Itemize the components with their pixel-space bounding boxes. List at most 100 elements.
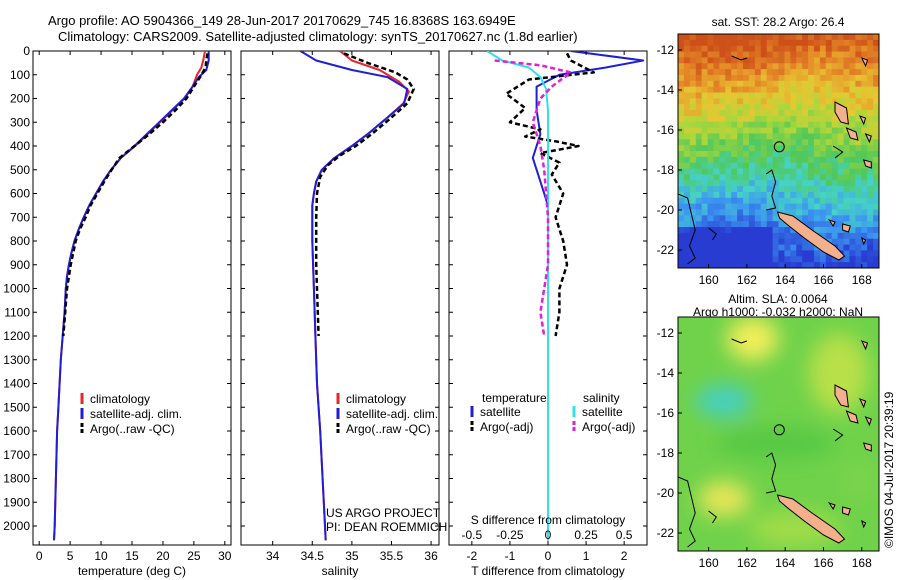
sst-cell — [707, 262, 715, 268]
reef-outline-east — [832, 145, 844, 159]
sst-cell — [831, 145, 839, 152]
sst-cell — [790, 238, 797, 246]
sst-cell — [748, 45, 756, 53]
sst-cell — [731, 244, 738, 252]
sst-cell — [695, 63, 703, 70]
sst-cell — [678, 139, 685, 146]
sst-cell — [725, 121, 732, 129]
sst-cell — [725, 221, 732, 228]
s-diff-tick-label: -0.5 — [462, 528, 483, 542]
sst-cell — [754, 215, 762, 222]
sst-cell — [766, 209, 774, 216]
sst-cell — [713, 98, 720, 105]
sst-cell — [766, 238, 774, 246]
sst-cell — [873, 227, 879, 234]
sst-cell — [802, 203, 809, 211]
sst-cell — [813, 262, 821, 268]
sst-cell — [748, 156, 756, 164]
sst-cell — [707, 86, 715, 94]
sst-cell — [743, 45, 750, 53]
sst-cell — [754, 197, 762, 205]
sst-cell — [796, 203, 803, 211]
sst-cell — [731, 92, 738, 99]
sst-cell — [695, 227, 703, 234]
vanuatu-malakula — [845, 127, 859, 141]
argo-position-marker — [773, 141, 785, 153]
sst-cell — [813, 74, 821, 82]
sst-cell — [731, 133, 738, 140]
sst-cell — [725, 115, 732, 123]
sst-cell — [867, 262, 874, 268]
sst-cell — [861, 168, 868, 175]
sst-cell — [678, 39, 685, 47]
sst-cell — [725, 227, 732, 234]
sst-cell — [813, 104, 821, 111]
sst-cell — [855, 127, 862, 135]
sst-cell — [802, 86, 809, 94]
sst-cell — [849, 244, 856, 252]
sst-cell — [873, 162, 879, 170]
sst-cell — [819, 98, 827, 105]
sst-cell — [707, 110, 715, 117]
sst-cell — [825, 80, 833, 88]
sst-cell — [849, 80, 856, 88]
sst-cell — [808, 57, 815, 64]
sst-cell — [873, 156, 879, 164]
sst-cell — [683, 203, 691, 211]
sst-cell — [689, 98, 697, 105]
sst-cell — [748, 168, 756, 175]
sst-cell — [790, 262, 797, 268]
sst-cell — [873, 39, 879, 47]
sst-cell — [725, 133, 732, 140]
sst-cell — [843, 104, 851, 111]
sst-cell — [713, 221, 720, 228]
sst-cell — [837, 209, 845, 216]
sst-cell — [754, 139, 762, 146]
sst-cell — [813, 115, 821, 123]
sst-cell — [689, 174, 697, 181]
sla-map-coastlines — [678, 338, 872, 548]
map-y-tick-label: -16 — [657, 123, 675, 137]
sst-cell — [743, 63, 750, 70]
sst-cell — [743, 215, 750, 222]
sst-cell — [849, 256, 856, 263]
new-caledonia-land — [776, 494, 846, 544]
sst-cell — [802, 215, 809, 222]
sst-cell — [861, 127, 868, 135]
depth-tick-label: 1100 — [4, 305, 30, 319]
sst-cell — [695, 115, 703, 123]
sst-cell — [873, 92, 879, 99]
sst-cell — [772, 227, 780, 234]
sst-cell — [719, 197, 726, 205]
sst-cell — [731, 34, 738, 41]
sla-map-subtitle: Argo h1000: -0.032 h2000: NaN — [693, 305, 863, 319]
sst-cell — [873, 191, 879, 199]
sst-cell — [701, 174, 709, 181]
sst-cell — [707, 186, 715, 193]
sst-cell — [701, 227, 709, 234]
sst-cell — [843, 250, 851, 257]
sst-cell — [867, 98, 874, 105]
sst-cell — [855, 110, 862, 117]
sst-cell — [766, 80, 774, 88]
sst-cell — [796, 262, 803, 268]
sst-cell — [790, 139, 797, 146]
sst-cell — [808, 186, 815, 193]
sst-cell — [855, 232, 862, 240]
sst-cell — [855, 57, 862, 64]
sst-cell — [766, 51, 774, 58]
sst-cell — [737, 127, 744, 135]
sst-cell — [825, 174, 833, 181]
sst-cell — [707, 115, 715, 123]
sst-cell — [796, 133, 803, 140]
sst-cell — [802, 174, 809, 181]
sst-cell — [855, 86, 862, 94]
sst-cell — [784, 92, 791, 99]
sst-cell — [819, 197, 827, 205]
sst-cell — [784, 51, 791, 58]
sst-cell — [802, 57, 809, 64]
sst-cell — [695, 45, 703, 53]
sst-cell — [701, 69, 709, 76]
sst-cell — [855, 115, 862, 123]
sst-cell — [731, 203, 738, 211]
